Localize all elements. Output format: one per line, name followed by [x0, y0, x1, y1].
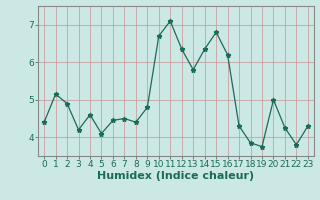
X-axis label: Humidex (Indice chaleur): Humidex (Indice chaleur) [97, 171, 255, 181]
